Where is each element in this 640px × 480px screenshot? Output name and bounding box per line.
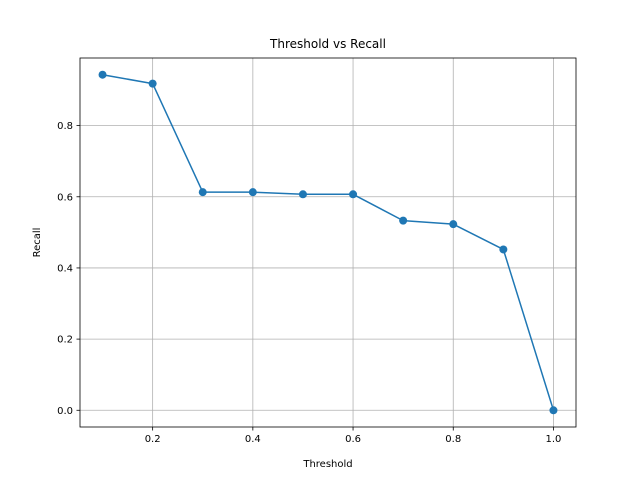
x-grid [152, 58, 554, 427]
y-tick-label: 0.8 [57, 121, 73, 132]
x-tick-label: 1.0 [546, 434, 562, 445]
data-point [399, 216, 408, 225]
y-tick-label: 0.6 [57, 192, 73, 203]
data-point [298, 190, 307, 199]
x-axis: 0.2 0.4 0.6 0.8 1.0 [145, 427, 562, 445]
y-tick-label: 0.2 [57, 335, 73, 346]
plot-frame [79, 57, 577, 428]
data-point [499, 245, 508, 254]
x-tick-label: 0.6 [345, 434, 361, 445]
data-point [248, 188, 257, 197]
y-grid [80, 125, 576, 411]
y-tick-label: 0.0 [57, 406, 73, 417]
data-point [148, 79, 157, 88]
series-layer [98, 70, 558, 415]
chart-title: Threshold vs Recall [269, 37, 386, 51]
y-axis-title: Recall [32, 228, 43, 258]
data-point [449, 220, 458, 229]
x-tick-label: 0.8 [445, 434, 461, 445]
series-line [102, 73, 555, 411]
plot-area [80, 58, 576, 427]
y-tick-label: 0.4 [57, 263, 73, 274]
data-point [98, 70, 107, 79]
y-axis: 0.0 0.2 0.4 0.6 0.8 [57, 121, 80, 417]
x-axis-title: Threshold [302, 459, 352, 470]
x-tick-label: 0.4 [245, 434, 261, 445]
data-point [549, 406, 558, 415]
data-point [349, 190, 358, 199]
x-tick-label: 0.2 [145, 434, 161, 445]
data-point [198, 188, 207, 197]
